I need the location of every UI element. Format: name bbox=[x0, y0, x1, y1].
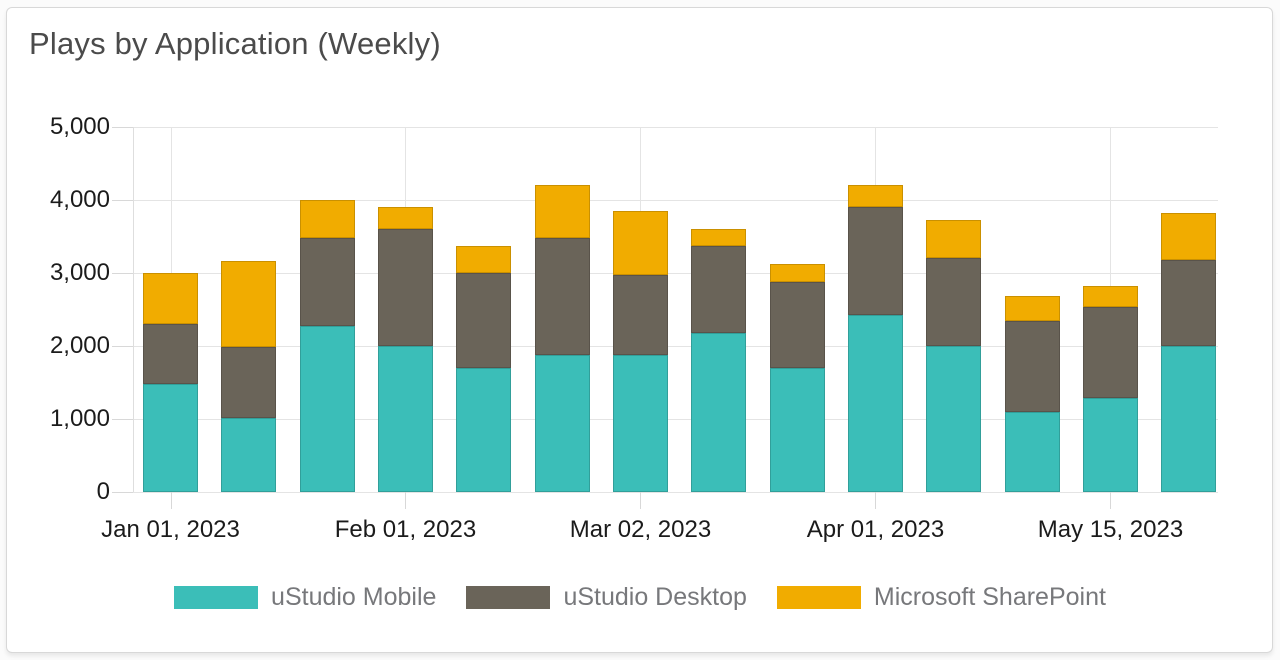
y-gridline bbox=[133, 492, 1218, 493]
bar-segment-microsoft-sharepoint[interactable] bbox=[221, 260, 277, 348]
y-gridline bbox=[133, 346, 1218, 347]
bar-segment-ustudio-mobile[interactable] bbox=[299, 326, 355, 492]
y-axis-label: 1,000 bbox=[49, 405, 110, 432]
y-gridline bbox=[133, 419, 1218, 420]
bar-segment-ustudio-desktop[interactable] bbox=[612, 275, 668, 356]
bar-segment-microsoft-sharepoint[interactable] bbox=[534, 185, 590, 238]
y-axis-tick bbox=[112, 200, 133, 201]
bar-segment-ustudio-desktop[interactable] bbox=[847, 207, 903, 315]
x-axis-label: Feb 01, 2023 bbox=[334, 516, 477, 543]
bar-segment-microsoft-sharepoint[interactable] bbox=[1082, 286, 1138, 308]
bar-segment-ustudio-mobile[interactable] bbox=[612, 355, 668, 492]
bar-segment-ustudio-desktop[interactable] bbox=[769, 282, 825, 368]
bar-segment-microsoft-sharepoint[interactable] bbox=[691, 229, 747, 246]
bar-segment-microsoft-sharepoint[interactable] bbox=[1161, 213, 1217, 260]
bar-segment-ustudio-mobile[interactable] bbox=[377, 346, 433, 492]
y-axis-tick bbox=[112, 419, 133, 420]
chart-title: Plays by Application (Weekly) bbox=[29, 26, 441, 61]
bar-segment-ustudio-desktop[interactable] bbox=[456, 273, 512, 368]
chart-legend: uStudio Mobile uStudio Desktop Microsoft S… bbox=[0, 581, 1280, 613]
x-axis-tick bbox=[405, 492, 407, 509]
legend-swatch bbox=[466, 585, 551, 609]
bar-segment-ustudio-desktop[interactable] bbox=[143, 324, 198, 384]
bar-segment-microsoft-sharepoint[interactable] bbox=[847, 185, 903, 208]
bar-segment-ustudio-desktop[interactable] bbox=[377, 229, 433, 346]
legend-label: Microsoft SharePoint bbox=[873, 582, 1106, 611]
bar-segment-ustudio-mobile[interactable] bbox=[1004, 412, 1060, 492]
bar-segment-microsoft-sharepoint[interactable] bbox=[299, 200, 355, 238]
bar-segment-microsoft-sharepoint[interactable] bbox=[456, 245, 512, 273]
x-axis-tick bbox=[640, 492, 642, 509]
y-gridline bbox=[133, 127, 1218, 128]
y-axis-tick bbox=[112, 127, 133, 128]
legend-swatch bbox=[174, 585, 259, 609]
bar-segment-ustudio-mobile[interactable] bbox=[1161, 346, 1217, 492]
bar-segment-microsoft-sharepoint[interactable] bbox=[377, 207, 433, 230]
legend-swatch bbox=[776, 585, 861, 609]
y-axis-label: 2,000 bbox=[49, 332, 110, 359]
bar-segment-microsoft-sharepoint[interactable] bbox=[143, 273, 198, 325]
bar-segment-ustudio-desktop[interactable] bbox=[1161, 259, 1217, 346]
x-axis-label: Apr 01, 2023 bbox=[806, 516, 945, 543]
x-axis-tick bbox=[875, 492, 877, 509]
bar-segment-microsoft-sharepoint[interactable] bbox=[1004, 296, 1060, 322]
y-axis-label: 0 bbox=[96, 478, 110, 505]
bar-segment-ustudio-mobile[interactable] bbox=[691, 332, 747, 492]
x-axis-label: May 15, 2023 bbox=[1037, 516, 1184, 543]
bar-segment-ustudio-mobile[interactable] bbox=[534, 355, 590, 492]
bar-segment-ustudio-mobile[interactable] bbox=[847, 314, 903, 492]
bar-segment-ustudio-desktop[interactable] bbox=[691, 245, 747, 333]
legend-label: uStudio Mobile bbox=[271, 582, 437, 611]
bar-segment-ustudio-mobile[interactable] bbox=[143, 383, 198, 492]
bar-segment-ustudio-desktop[interactable] bbox=[534, 237, 590, 356]
y-axis-tick bbox=[112, 273, 133, 274]
y-axis-label: 5,000 bbox=[49, 113, 110, 140]
bar-segment-ustudio-mobile[interactable] bbox=[926, 346, 982, 492]
legend-label: uStudio Desktop bbox=[563, 582, 747, 611]
bar-segment-ustudio-desktop[interactable] bbox=[1082, 307, 1138, 398]
bar-segment-microsoft-sharepoint[interactable] bbox=[769, 264, 825, 283]
legend-item-ustudio-desktop[interactable]: uStudio Desktop bbox=[466, 582, 747, 612]
y-axis-tick bbox=[112, 492, 133, 493]
y-axis-tick bbox=[112, 346, 133, 347]
y-gridline bbox=[133, 200, 1218, 201]
bar-segment-ustudio-desktop[interactable] bbox=[299, 237, 355, 327]
bar-segment-ustudio-mobile[interactable] bbox=[456, 367, 512, 492]
bar-segment-ustudio-mobile[interactable] bbox=[769, 367, 825, 492]
bar-segment-ustudio-mobile[interactable] bbox=[1082, 397, 1138, 492]
y-axis-label: 3,000 bbox=[49, 259, 110, 286]
bar-segment-ustudio-mobile[interactable] bbox=[221, 417, 277, 492]
bar-segment-microsoft-sharepoint[interactable] bbox=[926, 219, 982, 259]
x-axis-label: Mar 02, 2023 bbox=[569, 516, 712, 543]
y-gridline bbox=[133, 273, 1218, 274]
y-axis-label: 4,000 bbox=[49, 186, 110, 213]
y-axis-line bbox=[133, 127, 134, 492]
bar-segment-ustudio-desktop[interactable] bbox=[1004, 321, 1060, 413]
x-axis-label: Jan 01, 2023 bbox=[101, 516, 240, 543]
x-axis-tick bbox=[170, 492, 172, 509]
x-axis-tick bbox=[1110, 492, 1112, 509]
bar-segment-ustudio-desktop[interactable] bbox=[221, 347, 277, 418]
bar-segment-ustudio-desktop[interactable] bbox=[926, 258, 982, 346]
legend-item-ustudio-mobile[interactable]: uStudio Mobile bbox=[174, 583, 436, 612]
bar-segment-microsoft-sharepoint[interactable] bbox=[612, 210, 668, 276]
legend-item-microsoft-sharepoint[interactable]: Microsoft SharePoint bbox=[776, 582, 1106, 612]
